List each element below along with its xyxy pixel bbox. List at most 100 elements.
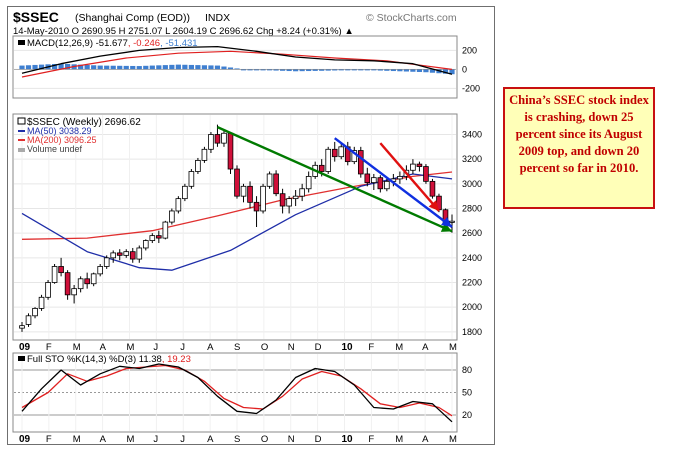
trend-arrow-head-green <box>440 222 452 232</box>
svg-text:MACD(12,26,9) -51.677, -0.246,: MACD(12,26,9) -51.677, -0.246, -51.431 <box>27 38 198 49</box>
x-tick-label: M <box>395 434 403 445</box>
macd-histogram-bar <box>397 69 403 72</box>
candle-body-up <box>169 210 175 223</box>
candle-body-up <box>149 235 156 241</box>
macd-histogram-bar <box>38 64 45 70</box>
candle-body-down <box>377 177 384 190</box>
macd-histogram-bar <box>123 65 129 70</box>
svg-text:Full STO %K(14,3) %D(3) 11.38,: Full STO %K(14,3) %D(3) 11.38, 19.23 <box>27 354 191 365</box>
x-tick-label: 10 <box>342 342 354 353</box>
x-tick-label: 09 <box>19 434 31 445</box>
candle-body-up <box>195 159 201 172</box>
price-tick-label: 2400 <box>462 253 482 263</box>
macd-histogram-bar <box>58 63 64 70</box>
macd-histogram-bar <box>156 65 162 70</box>
candle-body-up <box>201 148 208 161</box>
macd-histogram-bar <box>91 65 97 70</box>
candle-body-down <box>227 132 234 170</box>
macd-histogram-bar <box>149 65 155 70</box>
macd-tick-label: 0 <box>462 64 467 74</box>
price-panel <box>12 113 458 341</box>
candle-body-up <box>221 132 227 144</box>
candle-body-up <box>260 185 266 212</box>
candle-body-up <box>371 177 377 184</box>
candle-body-up <box>103 257 110 267</box>
candle-body-up <box>397 176 403 180</box>
x-tick-label: 10 <box>342 434 354 445</box>
macd-histogram-bar <box>25 65 32 70</box>
candle-body-up <box>240 185 247 197</box>
ma200-label: MA(200) 3096.25 <box>27 135 97 145</box>
x-tick-label: S <box>234 342 240 353</box>
macd-histogram-bar <box>319 69 325 71</box>
macd-signal-line <box>21 50 453 78</box>
price-tick-label: 2800 <box>462 204 482 214</box>
chart-exchange: INDX <box>205 12 230 24</box>
macd-layer <box>14 45 456 78</box>
x-tick-label: M <box>395 342 403 353</box>
candle-body-up <box>71 288 77 296</box>
sto-k-line <box>21 363 453 423</box>
trend-arrow-green <box>216 126 453 233</box>
macd-histogram-bar <box>104 65 110 70</box>
x-tick-label: O <box>261 342 268 353</box>
macd-histogram-bar <box>364 69 370 71</box>
sto-d-line <box>21 364 453 417</box>
candle-body-up <box>142 240 149 249</box>
macd-histogram-bar <box>136 66 142 70</box>
macd-histogram-bar <box>416 69 423 72</box>
candle-body-up <box>123 251 130 256</box>
arrow-layer <box>216 126 453 233</box>
macd-histogram-bar <box>293 69 299 72</box>
x-tick-label: J <box>153 342 158 353</box>
callout-text: China’s SSEC stock index is crashing, do… <box>509 93 649 175</box>
macd-histogram-bar <box>332 69 338 71</box>
macd-histogram-bar <box>110 65 116 70</box>
price-tick-label: 2600 <box>462 228 482 238</box>
macd-histogram-bar <box>449 69 455 75</box>
ma200-legend-swatch <box>18 139 25 141</box>
x-tick-label: A <box>422 342 429 353</box>
candle-body-down <box>84 278 90 285</box>
macd-histogram-bar <box>234 68 240 70</box>
macd-histogram-bar <box>410 69 416 72</box>
macd-tick-label: 200 <box>462 45 477 55</box>
axis-layer: 3400320030002800260024002200200018002000… <box>19 45 482 445</box>
x-tick-label: N <box>288 342 295 353</box>
candle-body-down <box>214 134 221 144</box>
sto-legend-swatch <box>18 356 25 361</box>
candle-body-up <box>45 282 51 298</box>
candle-body-up <box>51 266 58 283</box>
price-tick-label: 2200 <box>462 278 482 288</box>
candle-body-up <box>299 188 305 197</box>
x-tick-label: M <box>73 434 81 445</box>
x-tick-label: M <box>127 342 135 353</box>
x-tick-label: F <box>368 342 374 353</box>
candle-body-down <box>116 252 123 256</box>
macd-histogram-bar <box>130 65 136 70</box>
sto-tick-label: 80 <box>462 365 472 375</box>
price-tick-label: 1800 <box>462 327 482 337</box>
price-label: $SSEC (Weekly) 2696.62 <box>27 117 141 128</box>
x-tick-label: 09 <box>19 342 31 353</box>
candle-body-down <box>234 168 240 197</box>
volume-label: Volume undef <box>27 144 83 154</box>
candle-body-up <box>19 325 25 329</box>
candle-body-up <box>292 195 299 200</box>
sto-d-label: , 19.23 <box>162 354 191 365</box>
trend-arrow-red <box>379 142 440 212</box>
macd-histogram-bar <box>429 69 436 73</box>
x-tick-label: A <box>207 434 214 445</box>
sto-tick-label: 50 <box>462 388 472 398</box>
candle-body-up <box>208 134 214 150</box>
x-tick-label: J <box>180 434 185 445</box>
x-tick-label: A <box>207 342 214 353</box>
chart-symbol: $SSEC <box>13 9 59 25</box>
candle-body-down <box>64 272 71 296</box>
candle-body-up <box>325 148 332 172</box>
candle-body-up <box>90 273 97 285</box>
x-tick-label: J <box>153 434 158 445</box>
candle-body-up <box>384 180 390 190</box>
macd-histogram-bar <box>97 65 103 70</box>
candle-body-up <box>136 247 143 260</box>
